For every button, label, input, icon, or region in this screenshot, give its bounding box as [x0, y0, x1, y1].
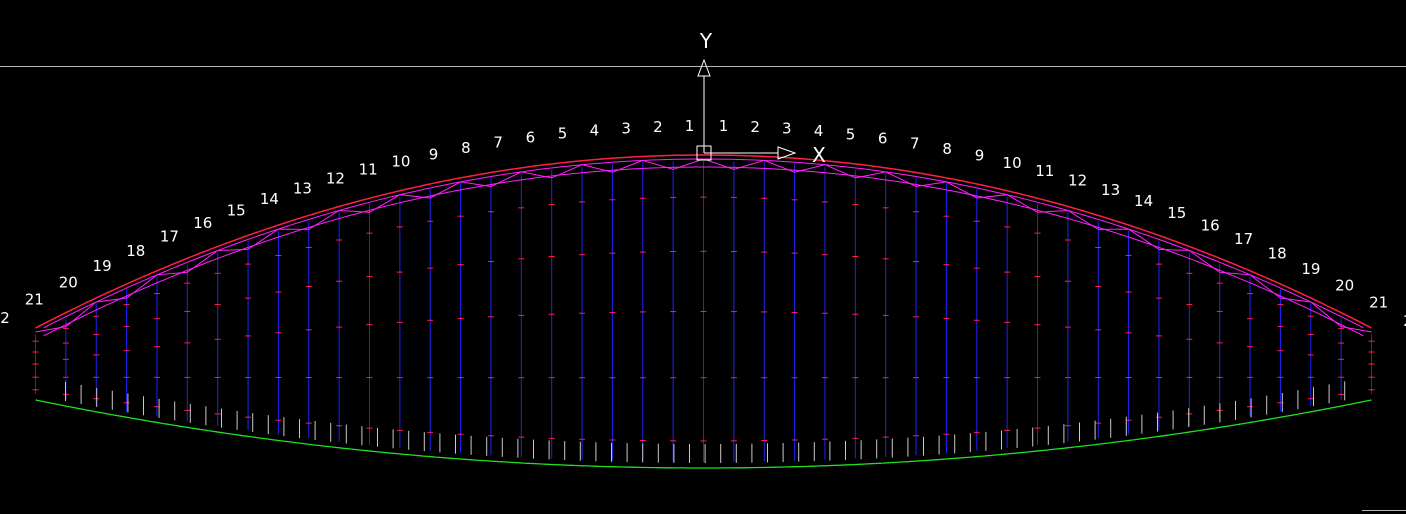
rib-label-right: 21	[1369, 294, 1388, 312]
rib-label-right: 12	[1068, 171, 1087, 189]
rib-label-left: 7	[493, 133, 503, 151]
ucs-y-label: Y	[699, 29, 713, 53]
rib-label-left: 2	[653, 118, 663, 136]
rib-label-right: 2	[750, 118, 760, 136]
rib-label-right: 5	[846, 125, 856, 143]
ucs-axis-icon[interactable]: YX	[696, 29, 826, 167]
rib-label-right: 18	[1268, 245, 1287, 263]
rib-label-right: 9	[975, 147, 985, 165]
rib-label-right: 1	[719, 117, 729, 135]
rib-label-right: 7	[910, 134, 920, 152]
leading-edge-group	[35, 154, 1372, 337]
rib-label-right: 4	[814, 122, 824, 140]
leading-edge-curve	[35, 154, 1372, 329]
rib-label-left: 4	[590, 122, 600, 140]
rib-label-right: 8	[942, 140, 952, 158]
rib-labels-group: 1234567891011121314151617181920212223123…	[0, 117, 1406, 330]
rib-label-right: 3	[782, 120, 792, 138]
rib-label-left: 11	[359, 161, 378, 179]
rib-label-right: 16	[1201, 217, 1220, 235]
rib-label-right: 6	[878, 129, 888, 147]
trailing-edge-curve	[35, 399, 1372, 469]
rib-label-right: 13	[1101, 181, 1120, 199]
ucs-x-label: X	[812, 143, 826, 167]
rib-label-left: 21	[25, 291, 44, 309]
ucs-x-arrow	[777, 146, 797, 160]
rib-label-left: 20	[59, 273, 78, 291]
rib-label-left: 19	[93, 257, 112, 275]
rib-label-right: 20	[1335, 276, 1354, 294]
rib-label-left: 8	[461, 139, 471, 157]
rib-label-left: 13	[293, 179, 312, 197]
rib-label-left: 15	[227, 202, 246, 220]
rib-label-left: 10	[391, 153, 410, 171]
rib-label-left: 17	[160, 228, 179, 246]
rib-lines-group	[32, 161, 1375, 462]
ucs-y-arrow	[697, 58, 711, 77]
ucs-origin-box	[696, 145, 712, 161]
rib-label-right: 11	[1035, 162, 1054, 180]
rib-label-left: 6	[526, 129, 536, 147]
rib-label-left: 9	[429, 145, 439, 163]
rib-label-left: 18	[126, 242, 145, 260]
rib-label-left: 1	[685, 117, 695, 135]
rib-label-right: 14	[1134, 192, 1153, 210]
rib-label-left: 5	[558, 125, 568, 143]
rib-label-left: 22	[0, 309, 10, 327]
rib-label-left: 16	[193, 214, 212, 232]
rib-label-left: 14	[260, 190, 279, 208]
rib-label-right: 17	[1234, 230, 1253, 248]
trailing-edge-group	[35, 381, 1372, 469]
rib-label-right: 10	[1003, 154, 1022, 172]
rib-label-right: 19	[1301, 260, 1320, 278]
cell-opening-zigzag	[35, 158, 1372, 333]
rib-label-left: 3	[621, 119, 631, 137]
profile-curve-inner	[43, 166, 1364, 337]
reference-line-group	[0, 66, 1406, 511]
rib-label-right: 22	[1403, 312, 1406, 330]
rib-label-left: 12	[326, 170, 345, 188]
rib-label-right: 15	[1167, 204, 1186, 222]
